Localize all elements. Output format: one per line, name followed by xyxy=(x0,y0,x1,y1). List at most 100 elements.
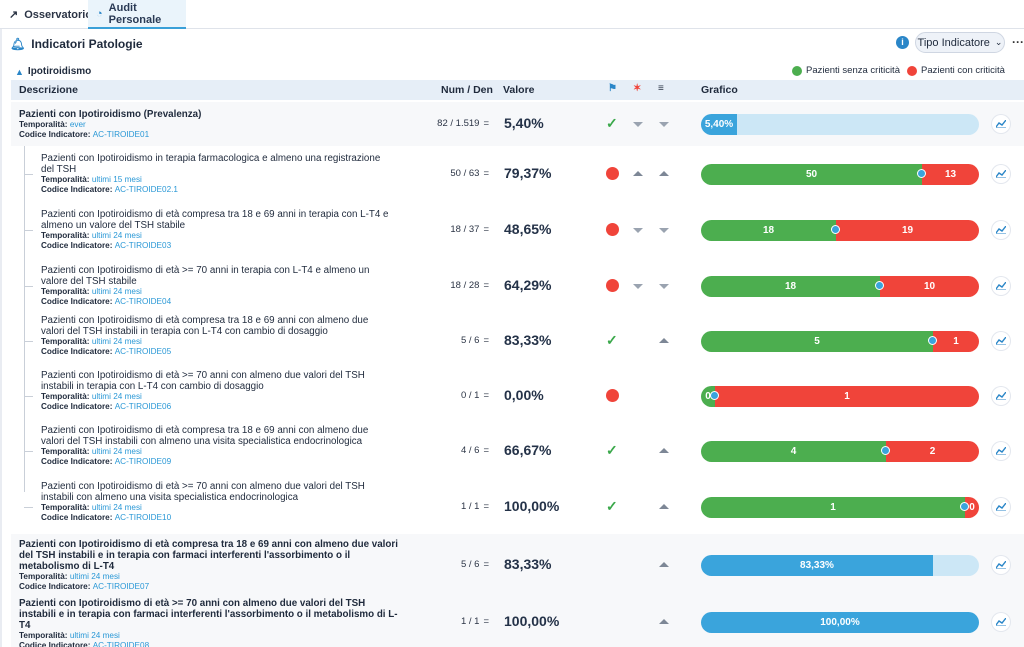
temporalita: Temporalità: ultimi 24 mesi xyxy=(41,231,391,241)
codice-indicatore: Codice Indicatore: AC-TIROIDE10 xyxy=(41,513,391,523)
flag-icon[interactable]: ⚑ xyxy=(608,83,617,94)
progress-bar: 18 19 xyxy=(701,220,979,241)
table-row[interactable]: Pazienti con Ipotiroidismo (Prevalenza) T… xyxy=(11,102,1024,146)
indicator-title: Pazienti con Ipotiroidismo di età compre… xyxy=(41,315,369,337)
temporalita-value: ultimi 24 mesi xyxy=(91,287,142,296)
table-row[interactable]: Pazienti con Ipotiroidismo di età >= 70 … xyxy=(11,596,1024,647)
codice-value: AC-TIROIDE03 xyxy=(114,241,172,250)
temporalita-value: ever xyxy=(69,120,86,129)
line-chart-icon[interactable] xyxy=(992,277,1010,295)
indicator-description: Pazienti con Ipotiroidismo di età >= 70 … xyxy=(19,598,399,647)
table-row[interactable]: Pazienti con Ipotiroidismo di età compre… xyxy=(11,423,1024,479)
bar-remainder xyxy=(933,555,979,576)
trend-arrow-icon xyxy=(659,562,669,567)
line-chart-icon[interactable] xyxy=(992,613,1010,631)
table-row[interactable]: Pazienti con Ipotiroidismo di età compre… xyxy=(11,534,1024,596)
critical-dot-icon xyxy=(606,223,619,236)
check-icon: ✓ xyxy=(606,498,618,514)
line-chart-icon[interactable] xyxy=(992,498,1010,516)
codice-indicatore: Codice Indicatore: AC-TIROIDE07 xyxy=(19,582,399,592)
indicator-description: Pazienti con Ipotiroidismo di età compre… xyxy=(41,315,391,357)
codice-value: AC-TIROIDE05 xyxy=(114,347,172,356)
equals-sign: = xyxy=(483,501,489,512)
temporalita-value: ultimi 24 mesi xyxy=(91,392,142,401)
panel-title: 🔔︎ Indicatori Patologie xyxy=(10,37,143,51)
table-row[interactable]: Pazienti con Ipotiroidismo di età >= 70 … xyxy=(11,368,1024,423)
bar-fill: 83,33% xyxy=(701,555,933,576)
line-chart-icon[interactable] xyxy=(992,115,1010,133)
num-den-value: 5 / 6 xyxy=(460,335,480,346)
alert-icon[interactable]: ✶ xyxy=(633,83,642,94)
codice-label: Codice Indicatore: xyxy=(41,297,115,306)
bar-divider-knob xyxy=(917,169,926,178)
temporalita-value: ultimi 24 mesi xyxy=(69,631,120,640)
tab-audit-personale[interactable]: ◔ Audit Personale xyxy=(88,0,186,29)
tab-osservatorio[interactable]: ↗ Osservatorio xyxy=(9,0,92,29)
col-grafico[interactable]: Grafico xyxy=(701,84,738,96)
num-den: 1 / 1 = xyxy=(419,501,489,512)
temporalita-value: ultimi 15 mesi xyxy=(91,175,142,184)
indicator-description: Pazienti con Ipotiroidismo (Prevalenza) T… xyxy=(19,109,399,140)
progress-bar: 50 13 xyxy=(701,164,979,185)
line-chart-icon[interactable] xyxy=(992,221,1010,239)
bar-divider-knob xyxy=(875,281,884,290)
indicator-description: Pazienti con Ipotiroidismo di età >= 70 … xyxy=(41,265,391,307)
line-chart-icon[interactable] xyxy=(992,165,1010,183)
bar-ko-segment: 10 xyxy=(880,276,979,297)
equals-sign: = xyxy=(483,168,489,179)
codice-value: AC-TIROIDE10 xyxy=(114,513,172,522)
table-row[interactable]: Pazienti con Ipotiroidismo in terapia fa… xyxy=(11,146,1024,202)
codice-indicatore: Codice Indicatore: AC-TIROIDE06 xyxy=(41,402,391,412)
critical-dot-icon xyxy=(606,279,619,292)
bar-ok-segment: 5 xyxy=(701,331,933,352)
num-den-value: 82 / 1.519 xyxy=(437,118,480,129)
num-den-value: 5 / 6 xyxy=(460,559,480,570)
line-chart-icon[interactable] xyxy=(992,387,1010,405)
table-row[interactable]: Pazienti con Ipotiroidismo di età compre… xyxy=(11,202,1024,258)
indicator-description: Pazienti con Ipotiroidismo di età compre… xyxy=(41,425,391,467)
bar-ok-segment: 18 xyxy=(701,220,836,241)
codice-value: AC-TIROIDE07 xyxy=(92,582,150,591)
tipo-indicatore-dropdown[interactable]: Tipo Indicatore ⌄ xyxy=(915,32,1005,53)
temporalita: Temporalità: ultimi 15 mesi xyxy=(41,175,391,185)
top-tab-bar: ↗ Osservatorio ◔ Audit Personale xyxy=(0,0,1024,29)
codice-label: Codice Indicatore: xyxy=(41,185,115,194)
temporalita: Temporalità: ultimi 24 mesi xyxy=(41,503,391,513)
temporalita: Temporalità: ultimi 24 mesi xyxy=(19,572,399,582)
codice-indicatore: Codice Indicatore: AC-TIROIDE03 xyxy=(41,241,391,251)
more-options-icon[interactable]: ··· xyxy=(1012,35,1024,49)
indicator-title: Pazienti con Ipotiroidismo (Prevalenza) xyxy=(19,109,202,120)
line-chart-icon[interactable] xyxy=(992,442,1010,460)
table-row[interactable]: Pazienti con Ipotiroidismo di età >= 70 … xyxy=(11,258,1024,313)
codice-value: AC-TIROIDE01 xyxy=(92,130,150,139)
codice-value: AC-TIROIDE04 xyxy=(114,297,172,306)
bar-divider-knob xyxy=(831,225,840,234)
num-den: 18 / 37 = xyxy=(419,224,489,235)
temporalita-label: Temporalità: xyxy=(41,231,92,240)
trend-icon[interactable]: ≡ xyxy=(658,83,664,94)
line-chart-icon[interactable] xyxy=(992,556,1010,574)
table-row[interactable]: Pazienti con Ipotiroidismo di età >= 70 … xyxy=(11,479,1024,534)
indicator-title: Pazienti con Ipotiroidismo di età compre… xyxy=(41,209,389,231)
col-descrizione[interactable]: Descrizione xyxy=(19,84,78,96)
legend-ko: Pazienti con criticità xyxy=(907,65,1005,76)
table-row[interactable]: Pazienti con Ipotiroidismo di età compre… xyxy=(11,313,1024,368)
indicator-value: 66,67% xyxy=(504,442,552,458)
temporalita-label: Temporalità: xyxy=(41,392,92,401)
indicator-title: Pazienti con Ipotiroidismo di età compre… xyxy=(41,425,369,447)
indicator-value: 83,33% xyxy=(504,556,552,572)
info-icon[interactable]: i xyxy=(896,36,909,49)
line-chart-icon[interactable] xyxy=(992,332,1010,350)
equals-sign: = xyxy=(483,335,489,346)
indicator-description: Pazienti con Ipotiroidismo di età >= 70 … xyxy=(41,481,391,523)
indicator-title: Pazienti con Ipotiroidismo di età >= 70 … xyxy=(41,370,365,392)
col-valore[interactable]: Valore xyxy=(503,84,535,96)
tree-branch xyxy=(24,396,33,397)
temporalita: Temporalità: ultimi 24 mesi xyxy=(41,447,391,457)
bar-divider-knob xyxy=(928,336,937,345)
trend-arrow-icon xyxy=(633,228,643,233)
col-numden[interactable]: Num / Den xyxy=(441,84,493,96)
